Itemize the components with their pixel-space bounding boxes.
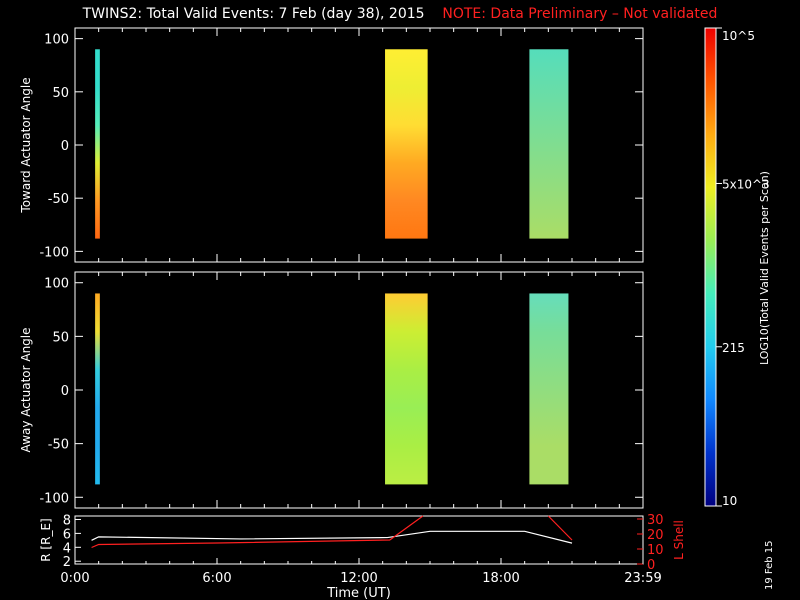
colorbar-gradient xyxy=(704,27,717,507)
y2tick-label: 30 xyxy=(647,513,664,528)
away-xticks xyxy=(74,272,644,508)
colorbar: 10 215 5x10^3 10^5 LOG10(Total Valid Events… xyxy=(704,27,771,508)
ytick-label: 2 xyxy=(63,555,71,570)
xtick-label: 23:59 xyxy=(624,571,661,586)
ephemeris-series-line xyxy=(91,515,424,549)
colorbar-tick-label: 10^5 xyxy=(722,29,755,43)
toward-xticks xyxy=(74,28,644,262)
y2tick-label: 10 xyxy=(647,543,664,558)
colorbar-ticks: 10 215 5x10^3 10^5 xyxy=(716,27,770,508)
ephemeris-ylabel-right: L Shell xyxy=(672,520,686,560)
ytick-label: 0 xyxy=(61,139,69,154)
ytick-label: 100 xyxy=(44,277,69,292)
title-note: NOTE: Data Preliminary – Not validated xyxy=(442,6,718,22)
ytick-label: 0 xyxy=(61,384,69,399)
y2tick-label: 0 xyxy=(647,558,655,573)
ytick-label: -100 xyxy=(39,491,69,506)
ytick-label: 6 xyxy=(63,527,71,542)
ytick-label: 50 xyxy=(52,330,69,345)
ephemeris-lines xyxy=(91,515,573,549)
toward-yticks: 100 50 0 -50 -100 xyxy=(39,33,643,260)
toward-data-blocks xyxy=(95,49,569,239)
away-yticks: 100 50 0 -50 -100 xyxy=(39,277,643,506)
datestamp: 19 Feb 15 xyxy=(764,540,775,590)
away-ylabel: Away Actuator Angle xyxy=(19,327,33,452)
ephemeris-xlabel: Time (UT) xyxy=(326,586,391,600)
colorbar-tick-label: 10 xyxy=(722,494,737,508)
data-block xyxy=(95,49,100,239)
toward-panel: 100 50 0 -50 -100 Toward Actuator Angle xyxy=(19,27,644,263)
ytick-label: -50 xyxy=(48,192,69,207)
data-block xyxy=(529,49,569,239)
ytick-label: 8 xyxy=(63,513,71,528)
ytick-label: 100 xyxy=(44,33,69,48)
away-data-blocks xyxy=(95,293,569,485)
ephemeris-series-line xyxy=(91,530,573,544)
xtick-label: 0:00 xyxy=(60,571,89,586)
xtick-label: 12:00 xyxy=(340,571,377,586)
data-block xyxy=(385,49,428,239)
colorbar-tick-label: 5x10^3 xyxy=(722,177,770,191)
away-panel: 100 50 0 -50 -100 Away Actuator Angle xyxy=(19,271,644,509)
ytick-label: -100 xyxy=(39,245,69,260)
ytick-label: 50 xyxy=(52,86,69,101)
data-block xyxy=(385,293,428,485)
xtick-label: 6:00 xyxy=(202,571,231,586)
chart-title: TWINS2: Total Valid Events: 7 Feb (day 3… xyxy=(0,6,800,26)
colorbar-tick-label: 215 xyxy=(722,341,745,355)
toward-ylabel: Toward Actuator Angle xyxy=(19,77,33,213)
title-main: TWINS2: Total Valid Events: 7 Feb (day 3… xyxy=(82,6,425,22)
ephemeris-series-line xyxy=(547,515,573,541)
colorbar-label: LOG10(Total Valid Events per Scan) xyxy=(758,171,771,365)
xtick-label: 18:00 xyxy=(482,571,519,586)
ephemeris-ylabel: R [R_E] xyxy=(39,518,53,561)
y2tick-label: 20 xyxy=(647,528,664,543)
ephemeris-xticks: 0:00 6:00 12:00 18:00 23:59 xyxy=(60,558,662,586)
ytick-label: -50 xyxy=(48,438,69,453)
data-block xyxy=(529,293,569,485)
data-block xyxy=(95,293,100,485)
ytick-label: 4 xyxy=(63,541,71,556)
